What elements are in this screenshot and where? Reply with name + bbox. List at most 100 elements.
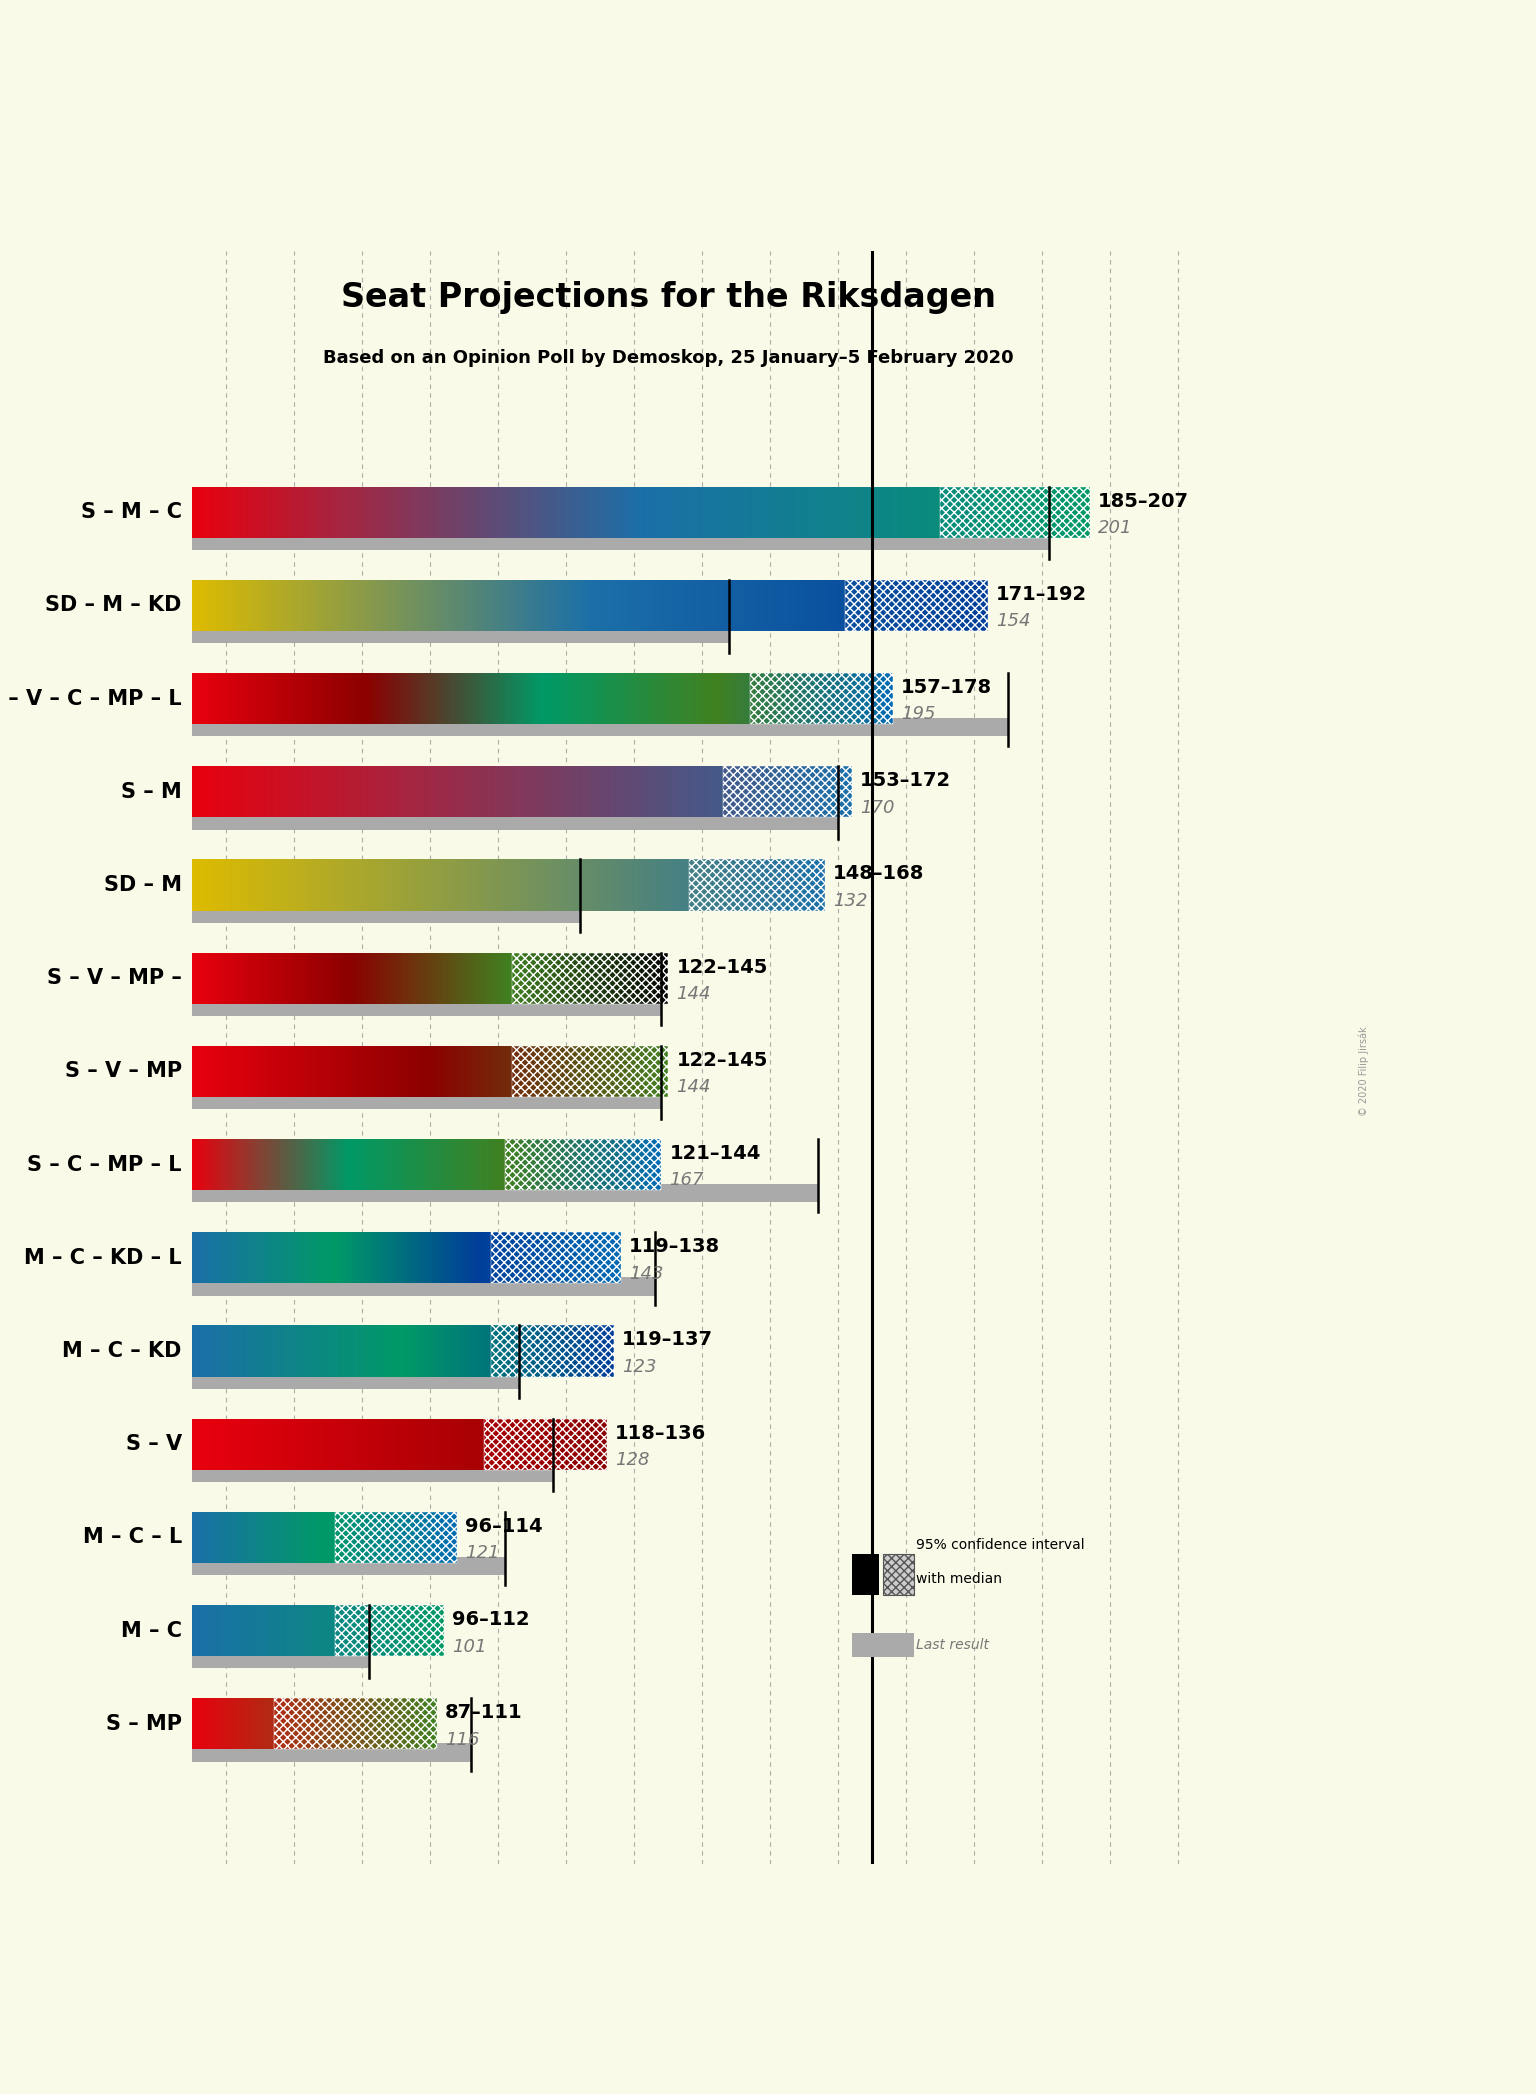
Bar [659,580,662,630]
Bar [691,766,694,817]
Bar [229,1045,230,1097]
Text: 143: 143 [628,1265,664,1284]
Bar [427,1231,429,1284]
Bar [399,859,401,911]
Bar [353,486,356,538]
Bar [714,580,717,630]
Bar [499,580,502,630]
Bar [197,859,198,911]
Bar [593,1045,596,1097]
Bar [522,1139,524,1189]
Bar [267,953,269,1003]
Bar [272,766,273,817]
Bar [395,1231,396,1284]
Bar [504,953,505,1003]
Bar [465,580,468,630]
Bar [647,672,650,725]
Bar [707,766,710,817]
Bar [252,1139,253,1189]
Bar [326,766,329,817]
Bar [356,859,359,911]
Bar [204,486,207,538]
Bar [273,1326,275,1376]
Bar [505,1326,507,1376]
Bar [598,859,599,911]
Bar [338,859,339,911]
Bar [264,1231,266,1284]
Bar [238,672,241,725]
Bar [1078,486,1081,538]
Bar [343,580,346,630]
Bar [263,766,264,817]
Bar [416,1045,418,1097]
Bar [319,953,321,1003]
Bar [574,1326,576,1376]
Bar [261,1045,264,1097]
Bar [235,1326,237,1376]
Bar [458,1045,459,1097]
Bar [330,580,333,630]
Bar [716,766,717,817]
Bar [421,953,422,1003]
Bar [849,580,852,630]
Bar [656,486,659,538]
Bar [402,953,406,1003]
Bar [667,859,668,911]
Bar [470,580,473,630]
Bar [197,953,198,1003]
Bar [379,1045,381,1097]
Bar [467,1231,470,1284]
Bar [217,766,218,817]
Bar [390,766,392,817]
Bar [197,580,200,630]
Bar [361,1326,362,1376]
Bar [255,1139,257,1189]
Bar [459,580,462,630]
Bar [373,1045,375,1097]
Bar [278,859,281,911]
Bar [518,953,519,1003]
Bar [327,1231,329,1284]
Bar [223,766,226,817]
Bar [240,1139,241,1189]
Bar [367,1139,369,1189]
Bar [252,766,253,817]
Bar [449,1139,450,1189]
Bar [774,859,776,911]
Bar [372,486,375,538]
Bar [433,672,435,725]
Bar [547,1139,548,1189]
Bar [472,953,473,1003]
Bar [645,859,648,911]
Bar [439,580,441,630]
Bar [633,859,634,911]
Bar [429,953,430,1003]
Bar [387,1139,389,1189]
Bar [295,580,298,630]
Bar [578,1139,579,1189]
Bar [602,1045,604,1097]
Bar [333,1326,335,1376]
Bar [510,859,513,911]
Bar [479,953,481,1003]
Bar [404,672,407,725]
Bar [839,486,842,538]
Bar [800,580,802,630]
Bar [273,953,275,1003]
Bar [432,953,433,1003]
Bar [402,859,406,911]
Bar [227,766,229,817]
Bar [284,953,286,1003]
Bar [229,672,232,725]
Bar [535,580,538,630]
Bar [614,859,616,911]
Bar [515,953,516,1003]
Bar [574,1045,576,1097]
Bar [458,1231,459,1284]
Bar [316,1139,319,1189]
Bar [421,1139,422,1189]
Bar [324,1231,326,1284]
Bar [210,953,214,1003]
Bar [628,1045,630,1097]
Bar [350,1139,352,1189]
